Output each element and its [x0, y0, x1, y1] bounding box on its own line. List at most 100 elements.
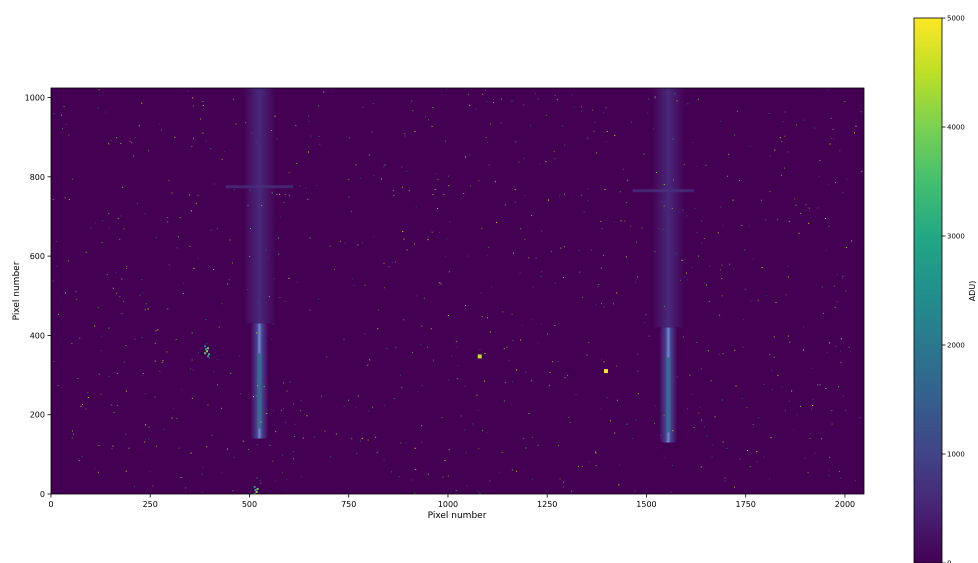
- noise-pixel: [592, 109, 594, 111]
- noise-pixel: [145, 393, 146, 395]
- noise-pixel: [316, 185, 318, 187]
- noise-pixel: [161, 129, 162, 131]
- noise-pixel: [485, 137, 487, 139]
- noise-pixel: [197, 352, 199, 354]
- y-tick-label: 200: [30, 411, 45, 420]
- noise-pixel: [123, 301, 125, 303]
- noise-pixel: [554, 95, 556, 96]
- noise-pixel: [500, 122, 502, 124]
- noise-pixel: [406, 171, 408, 173]
- noise-pixel: [94, 222, 96, 224]
- noise-pixel: [260, 482, 262, 484]
- noise-pixel: [597, 286, 599, 288]
- noise-pixel: [669, 231, 671, 233]
- y-axis-ticks: 0 200 400 600 800 1000: [25, 94, 51, 499]
- noise-pixel: [432, 107, 434, 109]
- noise-pixel: [763, 456, 765, 458]
- noise-pixel: [654, 97, 656, 99]
- noise-pixel: [564, 246, 565, 248]
- noise-pixel: [415, 295, 417, 297]
- noise-pixel: [663, 184, 665, 186]
- noise-pixel: [440, 283, 442, 285]
- noise-pixel: [457, 365, 459, 367]
- x-tick-label: 1750: [736, 500, 756, 509]
- noise-pixel: [120, 143, 122, 144]
- noise-pixel: [383, 262, 385, 264]
- noise-pixel: [466, 485, 468, 487]
- noise-pixel: [233, 98, 234, 100]
- noise-pixel: [357, 395, 359, 397]
- noise-pixel: [285, 421, 287, 423]
- noise-pixel: [183, 293, 184, 295]
- noise-pixel: [528, 257, 530, 259]
- noise-pixel: [202, 101, 204, 102]
- noise-pixel: [437, 208, 438, 209]
- noise-pixel: [838, 386, 839, 388]
- noise-pixel: [181, 389, 182, 391]
- noise-pixel: [427, 346, 428, 348]
- noise-pixel: [431, 125, 433, 127]
- noise-pixel: [141, 337, 143, 339]
- noise-pixel: [697, 98, 699, 100]
- noise-pixel: [625, 202, 627, 204]
- noise-pixel: [545, 114, 547, 116]
- noise-pixel: [323, 91, 325, 93]
- noise-pixel: [470, 185, 471, 187]
- noise-pixel: [82, 403, 83, 405]
- noise-pixel: [785, 294, 787, 296]
- noise-pixel: [318, 105, 319, 107]
- noise-pixel: [821, 432, 823, 434]
- noise-pixel: [292, 451, 294, 453]
- noise-pixel: [717, 232, 719, 234]
- noise-pixel: [142, 372, 144, 374]
- hot-cluster-7-1: [256, 488, 259, 491]
- noise-pixel: [126, 267, 127, 269]
- noise-pixel: [636, 241, 637, 243]
- noise-pixel: [722, 225, 724, 227]
- noise-pixel: [775, 302, 777, 303]
- noise-pixel: [373, 174, 375, 176]
- noise-pixel: [814, 452, 816, 454]
- noise-pixel: [335, 433, 337, 435]
- noise-pixel: [734, 486, 735, 488]
- noise-pixel: [711, 444, 713, 446]
- noise-pixel: [294, 125, 296, 127]
- noise-pixel: [238, 355, 240, 357]
- noise-pixel: [383, 287, 385, 289]
- noise-pixel: [263, 386, 265, 388]
- noise-pixel: [113, 411, 115, 413]
- noise-pixel: [581, 110, 583, 112]
- noise-pixel: [552, 361, 554, 363]
- noise-pixel: [768, 113, 770, 114]
- noise-pixel: [306, 415, 308, 417]
- noise-pixel: [190, 452, 192, 454]
- noise-pixel: [738, 180, 740, 182]
- noise-pixel: [501, 452, 503, 453]
- noise-pixel: [548, 199, 549, 201]
- noise-pixel: [321, 395, 323, 397]
- noise-pixel: [463, 192, 465, 194]
- noise-pixel: [700, 466, 702, 468]
- noise-pixel: [686, 215, 688, 217]
- noise-pixel: [839, 471, 840, 472]
- noise-pixel: [724, 480, 726, 482]
- noise-pixel: [624, 220, 626, 222]
- noise-pixel: [283, 408, 284, 410]
- noise-pixel: [352, 278, 354, 280]
- noise-pixel: [434, 189, 436, 190]
- noise-pixel: [356, 452, 358, 454]
- noise-pixel: [706, 284, 707, 286]
- noise-pixel: [142, 292, 144, 294]
- noise-pixel: [162, 360, 164, 362]
- noise-pixel: [476, 394, 478, 396]
- noise-pixel: [769, 155, 771, 157]
- noise-pixel: [673, 179, 674, 181]
- noise-pixel: [386, 347, 388, 349]
- noise-pixel: [676, 253, 677, 255]
- noise-pixel: [581, 465, 583, 467]
- noise-pixel: [179, 217, 181, 219]
- noise-pixel: [255, 142, 257, 143]
- noise-pixel: [395, 347, 397, 349]
- noise-pixel: [193, 267, 195, 269]
